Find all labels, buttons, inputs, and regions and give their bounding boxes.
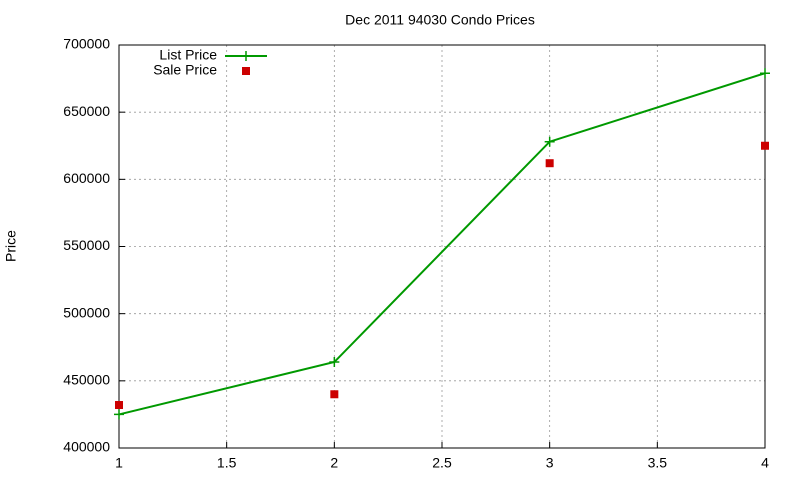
legend-swatch [241, 51, 251, 61]
x-tick-label: 4 [761, 455, 769, 471]
point [545, 159, 554, 168]
x-tick-label: 2.5 [432, 455, 452, 471]
chart-title: Dec 2011 94030 Condo Prices [345, 12, 535, 28]
y-tick-label: 500000 [63, 304, 110, 320]
x-tick-label: 3 [546, 455, 554, 471]
point [761, 141, 769, 150]
y-tick-label: 600000 [63, 170, 110, 186]
y-tick-label: 400000 [63, 439, 110, 455]
line [118, 72, 766, 416]
point [330, 390, 339, 399]
point [115, 401, 123, 410]
legend-label: Sale Price [153, 62, 217, 78]
y-tick-label: 550000 [63, 237, 110, 253]
y-tick-label: 450000 [63, 372, 110, 388]
x-tick-label: 3.5 [648, 455, 668, 471]
point [760, 68, 770, 79]
x-tick-label: 1.5 [217, 455, 237, 471]
legend-swatch [242, 67, 250, 75]
point [329, 357, 340, 368]
point [114, 409, 124, 420]
y-tick-label: 700000 [63, 36, 110, 52]
x-tick-label: 2 [330, 455, 338, 471]
y-axis-label: Price [3, 230, 19, 262]
legend-label: List Price [159, 47, 217, 63]
y-tick-label: 650000 [63, 103, 110, 119]
plot-border [118, 44, 766, 449]
x-tick-label: 1 [115, 455, 123, 471]
point [544, 136, 555, 147]
